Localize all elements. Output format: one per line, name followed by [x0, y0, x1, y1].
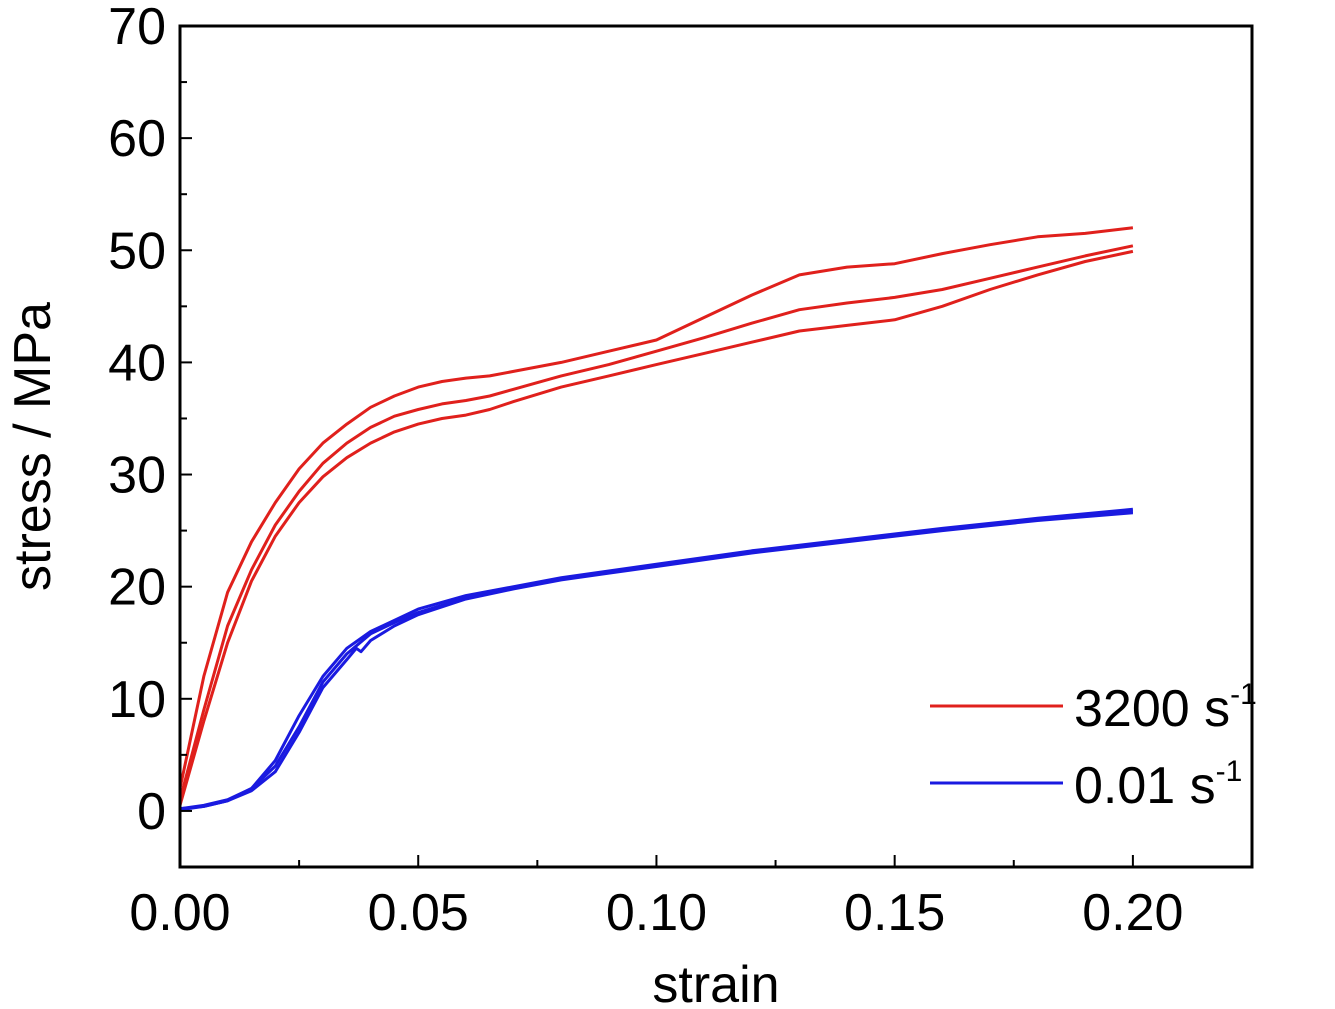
y-tick-label: 20 [108, 559, 166, 617]
series-line-3 [179, 507, 1134, 811]
y-tick-label: 70 [108, 0, 166, 56]
series-line-0 [178, 226, 1134, 789]
x-tick-label: 0.05 [368, 884, 469, 942]
y-tick-label: 50 [108, 222, 166, 280]
ticks-layer [179, 25, 1253, 868]
tick-labels-layer: 0.00 0.05 0.10 0.15 0.20 0 10 20 30 40 50 60 70 [108, 0, 1183, 942]
series-line-4 [179, 510, 1134, 811]
legend: 3200 s-1 0.01 s-1 [930, 678, 1257, 815]
legend-label-3200: 3200 s [1074, 680, 1230, 738]
legend-entry-001: 0.01 s-1 [1074, 755, 1242, 815]
y-tick-label: 10 [108, 671, 166, 729]
y-tick-label: 0 [137, 783, 166, 841]
series-line-2 [178, 249, 1134, 806]
legend-sup-3200: -1 [1230, 678, 1257, 711]
legend-entry-3200: 3200 s-1 [1074, 678, 1257, 738]
x-tick-label: 0.20 [1082, 884, 1183, 942]
y-tick-label: 30 [108, 447, 166, 505]
y-tick-label: 60 [108, 110, 166, 168]
x-tick-label: 0.15 [844, 884, 945, 942]
x-tick-label: 0.10 [606, 884, 707, 942]
legend-sup-001: -1 [1216, 755, 1243, 788]
legend-label-001: 0.01 s [1074, 757, 1216, 815]
series-line-5 [179, 511, 1134, 812]
plot-frame [178, 24, 1254, 869]
x-tick-label: 0.00 [129, 884, 230, 942]
y-axis-label: stress / MPa [4, 302, 62, 591]
series-layer [178, 226, 1134, 812]
series-line-1 [178, 244, 1134, 801]
x-axis-label: strain [652, 956, 779, 1009]
y-tick-label: 40 [108, 334, 166, 392]
